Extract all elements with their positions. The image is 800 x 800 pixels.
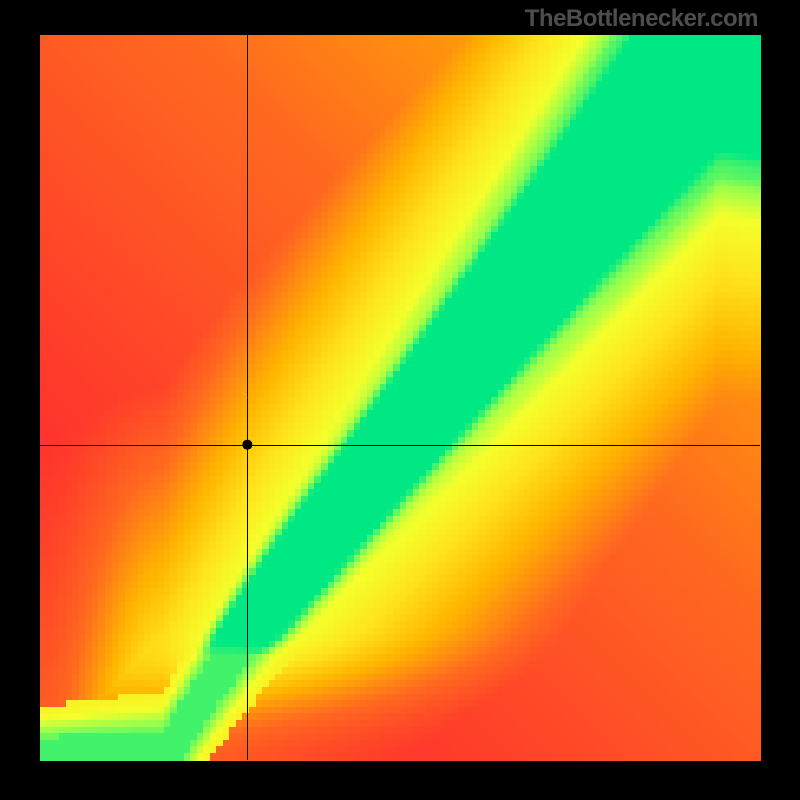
heatmap-canvas	[0, 0, 800, 800]
chart-container: TheBottlenecker.com	[0, 0, 800, 800]
watermark-text: TheBottlenecker.com	[525, 5, 758, 33]
